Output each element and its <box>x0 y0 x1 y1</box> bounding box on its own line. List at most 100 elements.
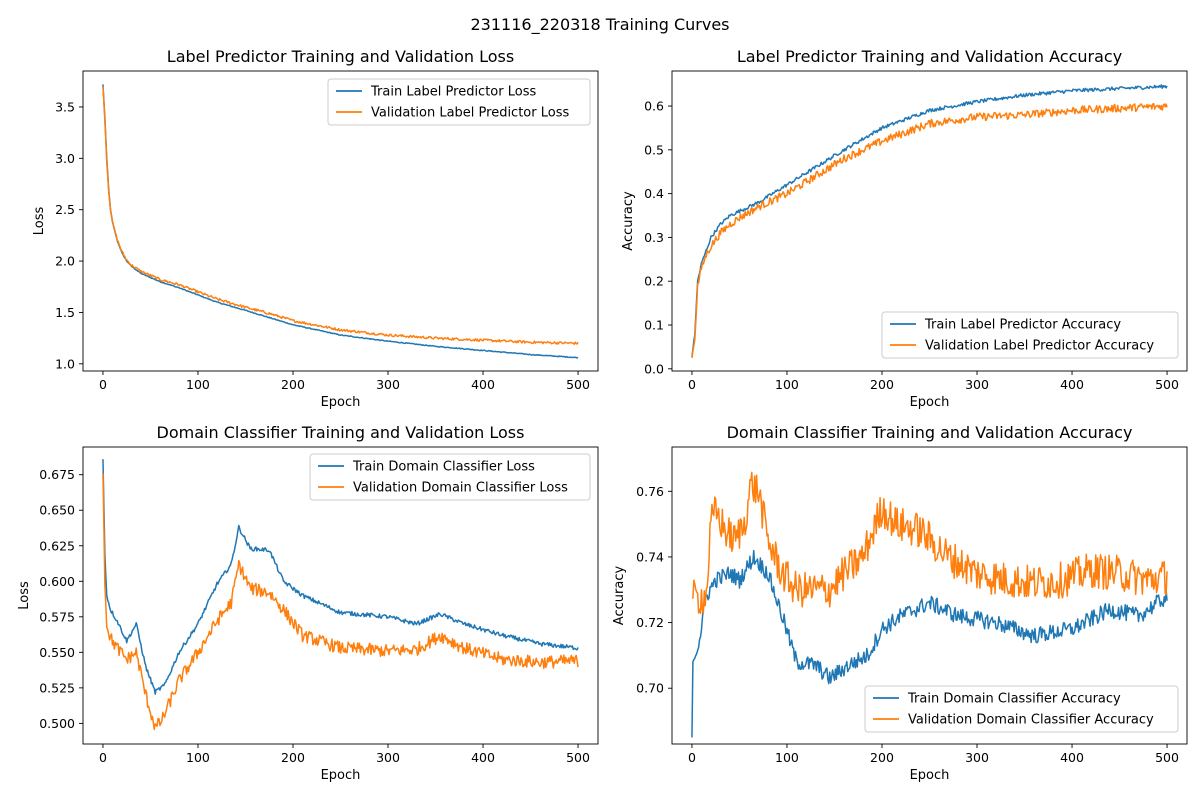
legend-frame <box>327 78 591 126</box>
x-tick-label: 300 <box>376 750 400 765</box>
x-tick-label: 100 <box>775 377 799 392</box>
x-tick-label: 200 <box>870 750 894 765</box>
legend-frame <box>864 685 1179 733</box>
x-axis-label: Epoch <box>321 768 361 783</box>
y-tick-label: 0.675 <box>39 467 75 482</box>
subplot-2: Label Predictor Training and Validation … <box>621 47 1188 410</box>
subplot-1: Label Predictor Training and Validation … <box>32 47 599 410</box>
y-tick-label: 0.625 <box>39 538 75 553</box>
series-line-validation <box>102 86 579 345</box>
x-tick-label: 500 <box>1155 750 1179 765</box>
legend-frame <box>881 311 1179 359</box>
x-axis-label: Epoch <box>321 395 361 410</box>
x-tick-label: 0 <box>99 377 107 392</box>
y-tick-label: 3.0 <box>55 151 75 166</box>
y-tick-label: 2.5 <box>55 202 75 217</box>
x-tick-label: 100 <box>775 750 799 765</box>
subplot-3: Domain Classifier Training and Validatio… <box>17 423 599 783</box>
legend-label: Train Label Predictor Loss <box>370 85 536 100</box>
subplot-title: Label Predictor Training and Validation … <box>737 47 1122 66</box>
axes-frame <box>82 70 599 372</box>
series-line-validation <box>691 102 1168 358</box>
x-tick-label: 100 <box>186 377 210 392</box>
legend-label: Validation Domain Classifier Loss <box>353 481 568 496</box>
x-tick-label: 200 <box>281 750 305 765</box>
x-tick-label: 400 <box>1060 750 1084 765</box>
figure-suptitle: 231116_220318 Training Curves <box>471 15 730 35</box>
y-tick-label: 0.3 <box>644 230 664 245</box>
y-tick-label: 0.76 <box>636 484 664 499</box>
x-tick-label: 100 <box>186 750 210 765</box>
x-tick-label: 0 <box>688 750 696 765</box>
legend: Train Label Predictor Loss Validation Lab… <box>327 78 591 126</box>
x-tick-label: 200 <box>870 377 894 392</box>
x-axis-label: Epoch <box>910 395 950 410</box>
legend-label: Train Domain Classifier Loss <box>352 460 535 475</box>
y-tick-label: 0.1 <box>644 318 664 333</box>
legend-label: Validation Domain Classifier Accuracy <box>908 713 1154 728</box>
axes-frame <box>671 446 1188 745</box>
subplot-title: Label Predictor Training and Validation … <box>167 47 514 66</box>
y-tick-label: 0.600 <box>39 574 75 589</box>
x-axis-label: Epoch <box>910 768 950 783</box>
legend-label: Train Domain Classifier Accuracy <box>907 692 1121 707</box>
y-axis-label: Accuracy <box>621 191 636 251</box>
y-tick-label: 0.550 <box>39 645 75 660</box>
y-tick-label: 0.650 <box>39 503 75 518</box>
y-tick-label: 0.70 <box>636 681 664 696</box>
y-axis-label: Loss <box>32 207 47 236</box>
subplot-4: Domain Classifier Training and Validatio… <box>612 423 1188 783</box>
series-line-validation <box>102 473 579 731</box>
subplot-title: Domain Classifier Training and Validatio… <box>157 423 525 442</box>
legend: Train Domain Classifier Accuracy Validati… <box>864 685 1179 733</box>
y-tick-label: 1.5 <box>55 305 75 320</box>
series-line-validation <box>691 471 1168 614</box>
y-tick-label: 0.72 <box>636 615 664 630</box>
y-tick-label: 0.2 <box>644 274 664 289</box>
subplot-title: Domain Classifier Training and Validatio… <box>727 423 1133 442</box>
series-line-train <box>102 84 579 359</box>
y-tick-label: 0.575 <box>39 609 75 624</box>
legend-label: Validation Label Predictor Accuracy <box>925 339 1154 354</box>
x-tick-label: 300 <box>965 750 989 765</box>
legend: Train Label Predictor Accuracy Validation… <box>881 311 1179 359</box>
series-line-train <box>691 84 1168 358</box>
series-line-train <box>691 549 1168 738</box>
y-tick-label: 0.5 <box>644 142 664 157</box>
y-axis-label: Accuracy <box>612 566 627 626</box>
x-tick-label: 500 <box>566 377 590 392</box>
series-group <box>691 84 1168 358</box>
y-tick-label: 2.0 <box>55 254 75 269</box>
x-tick-label: 400 <box>471 750 495 765</box>
y-tick-label: 0.74 <box>636 549 664 564</box>
legend-label: Validation Label Predictor Loss <box>371 106 569 121</box>
y-tick-label: 0.6 <box>644 99 664 114</box>
y-tick-label: 0.4 <box>644 186 664 201</box>
y-tick-label: 0.0 <box>644 361 664 376</box>
y-tick-label: 0.500 <box>39 716 75 731</box>
y-tick-label: 3.5 <box>55 99 75 114</box>
series-group <box>102 459 579 731</box>
x-tick-label: 400 <box>471 377 495 392</box>
legend-label: Train Label Predictor Accuracy <box>924 318 1121 333</box>
x-tick-label: 200 <box>281 377 305 392</box>
x-tick-label: 500 <box>566 750 590 765</box>
y-tick-label: 0.525 <box>39 680 75 695</box>
x-tick-label: 0 <box>99 750 107 765</box>
axes-frame <box>82 446 599 745</box>
axes-frame <box>671 70 1188 372</box>
y-axis-label: Loss <box>17 581 32 610</box>
x-tick-label: 400 <box>1060 377 1084 392</box>
x-tick-label: 300 <box>376 377 400 392</box>
x-tick-label: 500 <box>1155 377 1179 392</box>
legend: Train Domain Classifier Loss Validation D… <box>309 453 591 501</box>
series-line-train <box>102 459 579 695</box>
x-tick-label: 0 <box>688 377 696 392</box>
x-tick-label: 300 <box>965 377 989 392</box>
series-group <box>102 84 579 359</box>
series-group <box>691 471 1168 738</box>
y-tick-label: 1.0 <box>55 356 75 371</box>
legend-frame <box>309 453 591 501</box>
